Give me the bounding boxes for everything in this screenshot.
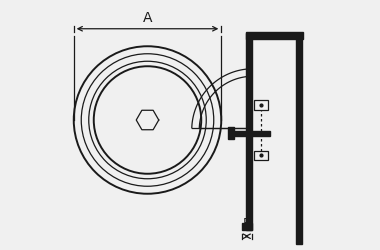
Bar — [254, 100, 268, 110]
Text: B: B — [242, 217, 251, 230]
Bar — [228, 128, 234, 138]
Bar — [246, 32, 302, 39]
Bar — [296, 39, 302, 244]
Bar — [234, 130, 270, 136]
Bar — [254, 150, 268, 160]
Bar — [246, 32, 252, 230]
Text: A: A — [143, 10, 152, 24]
Bar — [242, 222, 252, 230]
